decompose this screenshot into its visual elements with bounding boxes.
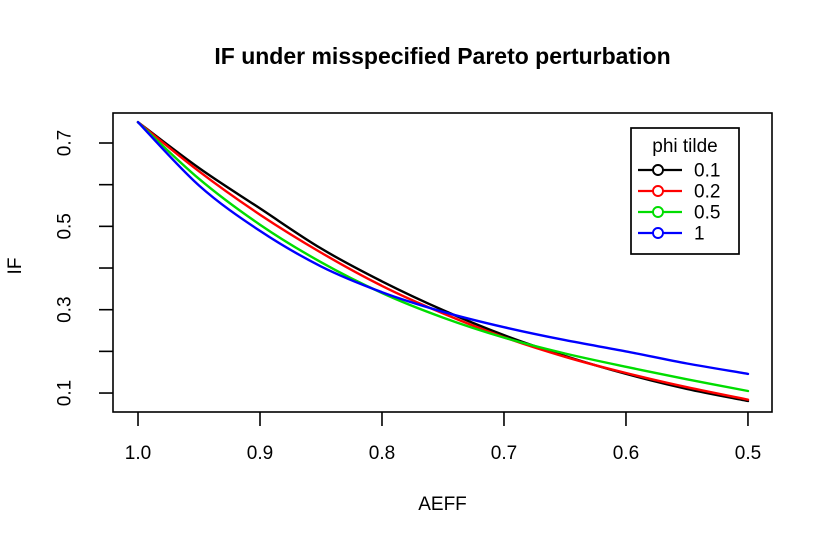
legend-key-marker: [652, 227, 664, 239]
y-tick-label: 0.5: [55, 213, 76, 239]
x-tick-label: 1.0: [125, 443, 151, 464]
y-tick-label: 0.3: [55, 296, 76, 322]
curve-phi-0.5: [136, 121, 750, 393]
legend-title: phi tilde: [652, 136, 718, 157]
y-tick-label: 0.7: [55, 130, 76, 156]
legend-key-marker: [652, 164, 664, 176]
x-tick-label: 0.5: [735, 443, 761, 464]
chart-title: IF under misspecified Pareto perturbatio…: [214, 43, 671, 69]
curve-phi-1: [136, 121, 750, 376]
x-tick-label: 0.8: [369, 443, 395, 464]
x-tick-label: 0.7: [491, 443, 517, 464]
legend-key-marker: [652, 185, 664, 197]
legend-key-marker: [652, 206, 664, 218]
x-tick-label: 0.9: [247, 443, 273, 464]
legend-entry-label: 0.5: [694, 203, 720, 224]
x-axis-label: AEFF: [418, 494, 467, 515]
legend-entry-label: 0.2: [694, 182, 720, 203]
y-axis-label: IF: [5, 257, 26, 275]
legend-entry-label: 0.1: [694, 161, 720, 182]
y-tick-label: 0.1: [55, 380, 76, 406]
x-tick-label: 0.6: [613, 443, 639, 464]
legend-entry-label: 1: [694, 224, 705, 245]
